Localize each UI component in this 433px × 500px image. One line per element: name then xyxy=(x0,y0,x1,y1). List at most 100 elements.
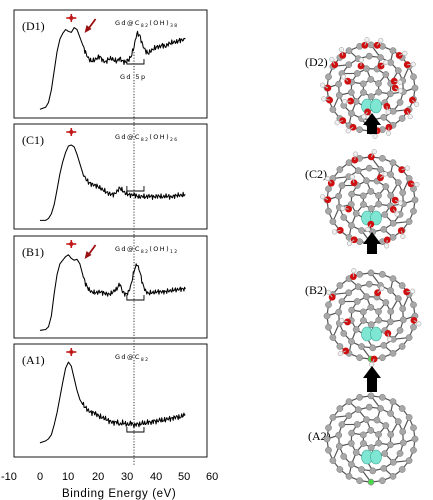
carbon-atom xyxy=(352,210,360,217)
carbon-atom xyxy=(373,416,381,424)
carbon-atom xyxy=(398,466,406,473)
formula-part: Gd@C xyxy=(115,19,141,27)
hydrogen-atom xyxy=(352,151,359,157)
carbon-atom xyxy=(398,282,406,289)
carbon-atom xyxy=(340,330,348,337)
hydrogen-atom xyxy=(338,46,345,53)
carbon-atom xyxy=(348,190,356,198)
carbon-atom xyxy=(348,338,355,345)
carbon-atom xyxy=(405,334,413,341)
formula-subscript: 26 xyxy=(170,137,179,143)
link-atom xyxy=(368,479,374,485)
hydrogen-atom xyxy=(340,205,346,211)
carbon-atom xyxy=(360,201,367,208)
hydrogen-atom xyxy=(320,194,326,200)
carbon-atom xyxy=(399,316,407,324)
carbon-atom xyxy=(381,450,389,457)
spectrum-panel-c1: (C1) Gd@C82(OH)26 xyxy=(13,123,208,230)
gd-atom xyxy=(370,210,382,226)
carbon-atom xyxy=(365,164,373,172)
carbon-atom xyxy=(340,214,348,221)
carbon-atom xyxy=(345,472,353,480)
carbon-atom xyxy=(410,73,417,81)
peak-marker-dot xyxy=(69,349,74,355)
carbon-atom xyxy=(375,439,383,447)
hydrogen-atom xyxy=(385,130,392,136)
x-tick-label: 0 xyxy=(37,471,43,483)
panel-label: (C1) xyxy=(22,133,44,147)
carbon-atom xyxy=(325,207,332,215)
carbon-atom xyxy=(359,80,367,88)
carbon-atom xyxy=(382,422,390,429)
carbon-atom xyxy=(375,431,382,438)
carbon-atom xyxy=(345,398,353,406)
formula-part: (OH) xyxy=(149,245,170,253)
carbon-atom xyxy=(356,126,363,134)
hydrogen-atom xyxy=(331,229,338,235)
carbon-atom xyxy=(411,84,419,92)
formula-subscript: 82 xyxy=(141,23,150,29)
oxygen-atom xyxy=(345,205,352,213)
carbon-atom xyxy=(345,412,353,420)
carbon-atom xyxy=(323,312,331,320)
formula-part: (OH) xyxy=(149,19,170,27)
panel-formula: Gd@C82 xyxy=(115,353,149,363)
carbon-atom xyxy=(363,65,370,73)
hydrogen-atom xyxy=(345,128,351,134)
carbon-atom xyxy=(352,449,360,456)
carbon-atom xyxy=(345,159,353,167)
carbon-atom xyxy=(379,270,386,278)
carbon-atom xyxy=(367,427,375,434)
carbon-atom xyxy=(335,308,343,316)
carbon-atom xyxy=(336,282,344,289)
hydrogen-atom xyxy=(414,181,420,188)
carbon-atom xyxy=(386,90,394,98)
carbon-atom xyxy=(399,428,407,436)
hydrogen-atom xyxy=(385,109,391,115)
carbon-atom xyxy=(358,227,365,234)
carbon-atom xyxy=(338,421,346,428)
carbon-atom xyxy=(410,424,417,432)
hydrogen-atom xyxy=(340,74,347,80)
carbon-atom xyxy=(389,107,397,115)
hydrogen-atom xyxy=(383,243,390,249)
spectrum-panel-d1: (D1) Gd@C82(OH)38 Gd 5p xyxy=(13,9,208,119)
hydrogen-atom xyxy=(404,165,411,171)
peak-marker-dot xyxy=(69,241,74,247)
carbon-atom xyxy=(354,283,362,291)
carbon-atom xyxy=(325,185,332,193)
carbon-atom xyxy=(387,410,394,417)
carbon-atom xyxy=(356,270,363,278)
carbon-atom xyxy=(360,440,367,447)
carbon-atom xyxy=(345,47,353,55)
carbon-atom xyxy=(365,52,373,60)
carbon-atom xyxy=(336,166,344,173)
carbon-atom xyxy=(398,405,406,412)
carbon-atom xyxy=(335,442,343,450)
hydrogen-atom xyxy=(383,59,389,65)
cage-model-a2: (A2) xyxy=(308,392,419,486)
hydrogen-atom xyxy=(361,114,367,120)
carbon-atom xyxy=(325,446,332,454)
hydrogen-atom xyxy=(379,285,385,291)
carbon-atom xyxy=(380,113,388,121)
carbon-atom xyxy=(398,115,406,122)
carbon-atom xyxy=(325,301,332,309)
carbon-atom xyxy=(379,154,386,162)
hydrogen-atom xyxy=(364,37,370,43)
x-tick-label: 10 xyxy=(62,471,74,483)
transition-arrow xyxy=(367,243,377,254)
carbon-atom xyxy=(365,280,373,288)
carbon-atom xyxy=(367,304,375,311)
carbon-atom xyxy=(336,405,344,412)
spectrum-line xyxy=(39,27,186,110)
carbon-atom xyxy=(363,293,370,301)
carbon-atom xyxy=(380,225,388,233)
carbon-atom xyxy=(367,93,375,100)
carbon-atom xyxy=(410,446,417,454)
carbon-atom xyxy=(379,477,386,485)
carbon-atom xyxy=(336,343,344,350)
carbon-atom xyxy=(335,192,343,200)
hydrogen-atom xyxy=(369,361,375,368)
hydrogen-atom xyxy=(394,211,400,217)
